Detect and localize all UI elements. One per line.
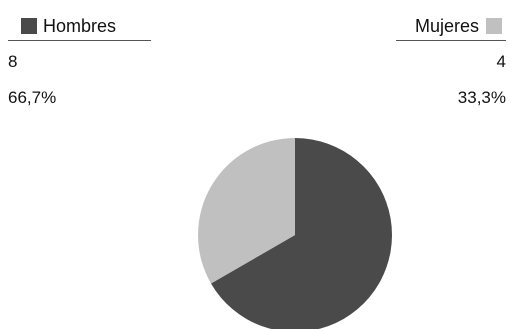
legend-swatch-hombres (21, 18, 37, 34)
percent-label-mujeres: 33,3% (457, 88, 506, 107)
legend-item-hombres: Hombres (8, 12, 151, 41)
legend-item-mujeres: Mujeres (396, 12, 506, 41)
count-label-hombres: 8 (8, 52, 18, 71)
percent-label-hombres: 66,7% (8, 88, 57, 107)
pie-slice-hombres (211, 138, 392, 329)
legend-swatch-mujeres (486, 18, 502, 34)
pie-slice-mujeres (198, 138, 295, 284)
legend-label-hombres: Hombres (43, 16, 117, 36)
count-label-mujeres: 4 (496, 52, 506, 71)
legend-label-mujeres: Mujeres (414, 16, 479, 36)
